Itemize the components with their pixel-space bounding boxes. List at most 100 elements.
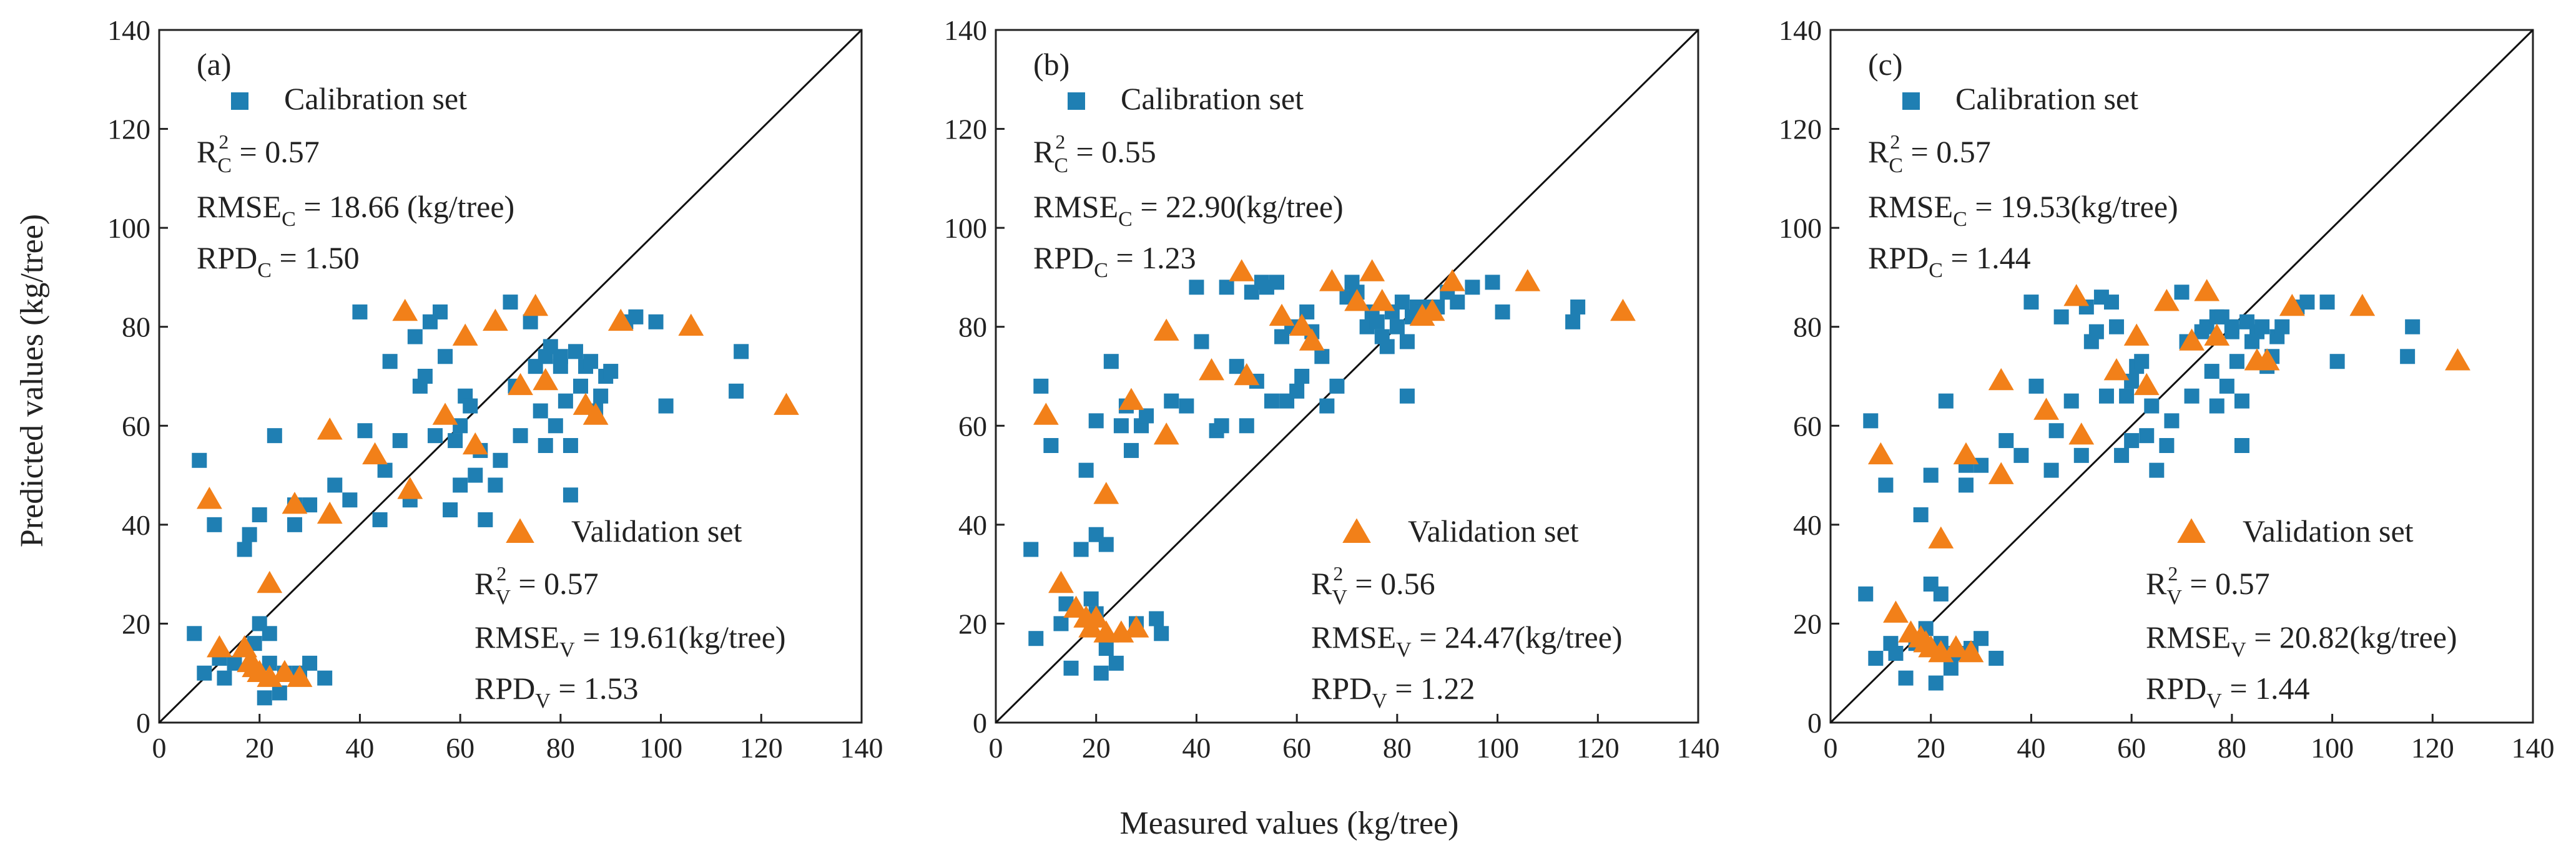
validation-point: [1033, 402, 1059, 425]
calibration-point: [1923, 467, 1939, 483]
y-tick-label: 80: [958, 311, 987, 343]
calibration-point: [1565, 314, 1581, 329]
validation-point: [1123, 615, 1149, 638]
calibration-point: [372, 512, 388, 527]
x-tick-label: 100: [639, 732, 682, 764]
calibration-point: [427, 428, 443, 444]
y-tick-label: 100: [107, 212, 150, 244]
x-tick-label: 60: [2117, 732, 2146, 764]
validation-point: [1234, 363, 1260, 386]
y-tick-label: 120: [944, 114, 987, 145]
validation-point: [1867, 442, 1894, 465]
validation-point: [774, 392, 799, 415]
calibration-point: [1898, 670, 1914, 686]
rpd-validation: RPDV = 1.44: [2146, 671, 2310, 713]
validation-point: [1439, 269, 1465, 291]
y-tick-label: 40: [1793, 509, 1822, 541]
y-tick-label: 140: [107, 14, 150, 46]
validation-point: [272, 660, 298, 682]
y-tick-label: 40: [958, 509, 987, 541]
calibration-point: [1073, 542, 1089, 557]
legend-calibration-marker: [1068, 92, 1085, 110]
validation-point: [1083, 605, 1109, 628]
y-axis-title: Predicted values (kg/tree): [14, 214, 50, 547]
calibration-point: [382, 354, 398, 369]
panel-a: 0 20 40 60 80 100 120 140 0 20 40 60 80 100 120 140 (a) C…: [107, 14, 883, 764]
x-tick-label: 80: [546, 732, 575, 764]
calibration-point: [1023, 542, 1039, 557]
validation-point: [1048, 570, 1074, 593]
calibration-point: [2254, 319, 2270, 334]
calibration-point: [2224, 324, 2239, 339]
y-tick-label: 40: [122, 509, 150, 541]
calibration-point: [1053, 616, 1069, 631]
calibration-point: [257, 690, 272, 706]
legend-calibration-marker: [231, 92, 248, 110]
calibration-point: [272, 685, 287, 701]
validation-point: [2123, 323, 2150, 346]
r2-calibration: R2 C = 0.57: [1868, 130, 1991, 177]
calibration-point: [2329, 354, 2345, 369]
validation-point: [2194, 279, 2220, 301]
legend-calibration-label: Calibration set: [1121, 81, 1304, 116]
calibration-point: [2234, 438, 2249, 453]
calibration-point: [1289, 383, 1305, 399]
legend-validation-marker: [506, 518, 534, 543]
y-tick-label: 0: [136, 707, 150, 739]
r2-calibration: R2 C = 0.55: [1033, 130, 1156, 177]
calibration-point: [1043, 438, 1059, 453]
calibration-point: [563, 487, 578, 503]
rpd-calibration: RPDC = 1.44: [1868, 240, 2031, 282]
y-tick-label: 100: [944, 212, 987, 244]
calibration-point: [1149, 611, 1164, 626]
validation-point: [533, 368, 559, 391]
legend-validation-label: Validation set: [571, 514, 742, 548]
calibration-point: [478, 512, 493, 527]
calibration-point: [1933, 586, 1949, 602]
validation-point: [2033, 397, 2059, 420]
validation-point: [1943, 635, 1969, 658]
rmse-calibration: RMSEC = 18.66 (kg/tree): [197, 189, 514, 231]
validation-point: [2204, 323, 2230, 346]
y-tick-label: 20: [122, 608, 150, 640]
calibration-point: [1369, 314, 1385, 329]
calibration-point: [433, 304, 448, 319]
y-tick-label: 0: [973, 707, 987, 739]
validation-point: [462, 432, 488, 455]
calibration-point: [217, 670, 232, 686]
validation-point: [452, 323, 478, 346]
rpd-calibration: RPDC = 1.50: [197, 240, 360, 282]
calibration-point: [2013, 447, 2029, 463]
calibration-point: [2023, 295, 2039, 310]
calibration-point: [242, 527, 257, 542]
calibration-point: [1229, 359, 1244, 374]
calibration-point: [1063, 660, 1079, 676]
calibration-point: [1379, 339, 1395, 354]
calibration-point: [2229, 354, 2244, 369]
calibration-point: [1088, 413, 1104, 429]
validation-point: [2153, 288, 2180, 311]
calibration-point: [2405, 319, 2421, 334]
validation-point: [257, 570, 283, 593]
calibration-point: [2319, 295, 2335, 310]
validation-point: [1199, 358, 1224, 381]
calibration-point: [1570, 300, 1586, 314]
calibration-point: [503, 295, 518, 310]
panel-c: 0 20 40 60 80 100 120 140 0 20 40 60 80 100 120 140 (c) C…: [1779, 14, 2555, 764]
calibration-point: [1928, 675, 1944, 691]
calibration-point: [658, 398, 674, 414]
calibration-point: [1399, 334, 1415, 349]
panel-label: (c): [1868, 47, 1903, 82]
validation-point: [1319, 269, 1345, 291]
calibration-point: [1878, 477, 1894, 493]
rpd-validation: RPDV = 1.22: [1311, 671, 1475, 713]
validation-point: [678, 313, 704, 336]
calibration-point: [2159, 438, 2175, 453]
calibration-point: [1465, 280, 1480, 295]
x-tick-label: 40: [1182, 732, 1211, 764]
calibration-point: [1033, 378, 1049, 394]
calibration-point: [2043, 462, 2059, 478]
calibration-point: [237, 542, 252, 557]
rpd-validation: RPDV = 1.53: [474, 671, 639, 713]
calibration-point: [342, 492, 358, 508]
